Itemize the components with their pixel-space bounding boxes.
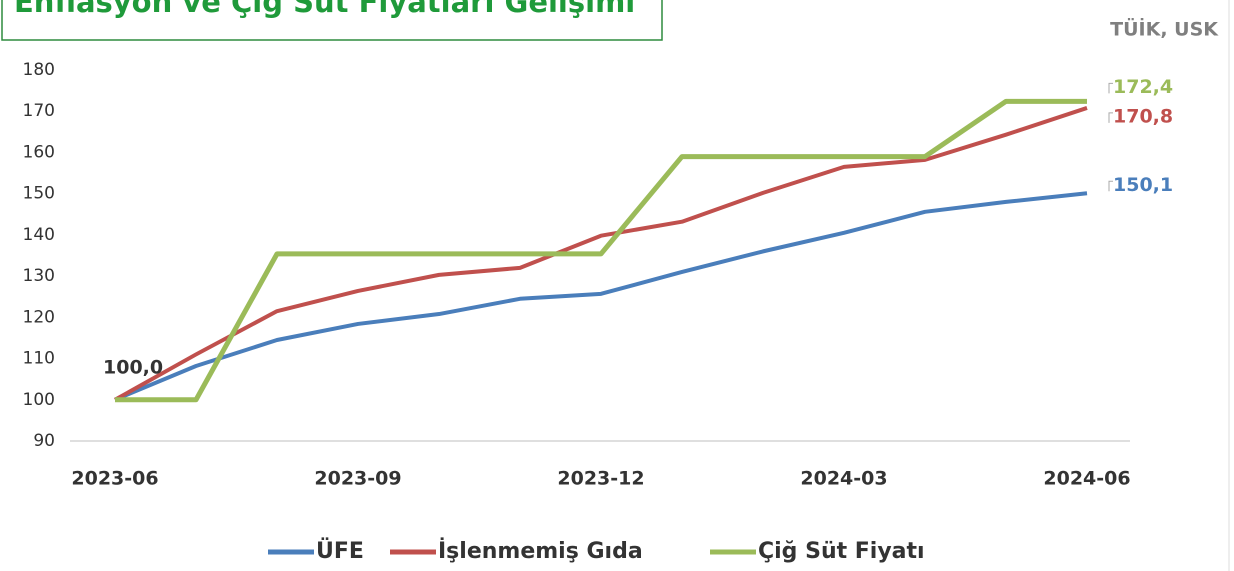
y-tick-label: 180: [23, 60, 55, 80]
y-tick-label: 140: [23, 225, 55, 245]
legend-label: İşlenmemiş Gıda: [438, 538, 643, 564]
y-tick-label: 120: [23, 307, 55, 327]
y-tick-label: 110: [23, 349, 55, 369]
y-tick-label: 130: [23, 266, 55, 286]
title-box: [1, 0, 663, 41]
data-label: 170,8: [1113, 105, 1173, 127]
x-tick-label: 2023-09: [314, 468, 401, 490]
y-tick-label: 170: [23, 101, 55, 121]
chart-title: Enflasyon ve Çiğ Süt Fiyatları Gelişimi: [14, 0, 635, 19]
data-label: 150,1: [1113, 174, 1173, 196]
data-label: 100,0: [103, 356, 163, 378]
leader-line: [1108, 180, 1113, 192]
x-tick-label: 2024-06: [1043, 468, 1130, 490]
x-tick-label: 2023-12: [557, 468, 644, 490]
data-label: 172,4: [1113, 76, 1173, 98]
x-tick-label: 2024-03: [800, 468, 887, 490]
series-line: [114, 106, 1088, 402]
y-tick-label: 160: [23, 142, 55, 162]
series-line: [115, 98, 1087, 403]
y-tick-label: 150: [23, 184, 55, 204]
legend-label: ÜFE: [316, 538, 364, 564]
leader-line: [1108, 82, 1113, 94]
source: TÜİK, USK: [1110, 17, 1219, 41]
legend-label: Çiğ Süt Fiyatı: [758, 539, 925, 564]
series-line: [114, 191, 1088, 402]
y-tick-label: 90: [33, 431, 55, 451]
y-tick-label: 100: [23, 390, 55, 410]
leader-line: [1108, 112, 1113, 123]
x-tick-label: 2023-06: [71, 468, 158, 490]
